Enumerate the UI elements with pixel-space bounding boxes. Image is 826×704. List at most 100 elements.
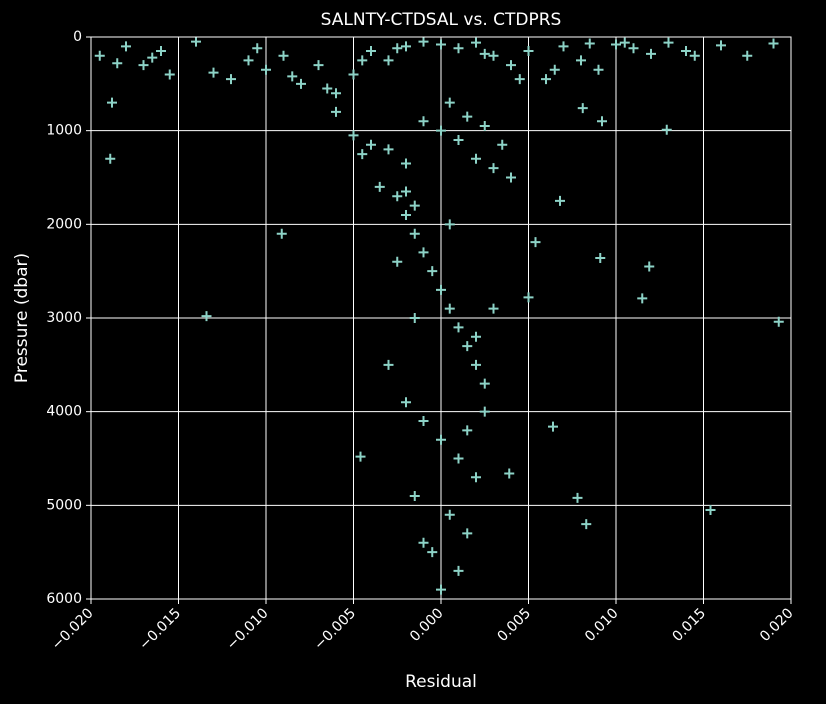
point <box>436 125 446 136</box>
point <box>611 39 621 50</box>
point <box>401 209 411 220</box>
point <box>555 195 565 206</box>
point <box>479 378 490 389</box>
point <box>252 43 263 54</box>
plot-frame <box>90 36 792 600</box>
point <box>436 584 446 595</box>
point <box>597 116 607 127</box>
point <box>558 41 569 52</box>
point <box>523 292 534 303</box>
point <box>462 341 473 352</box>
point <box>646 48 656 59</box>
point <box>506 60 516 71</box>
point <box>427 266 438 277</box>
point <box>392 191 403 202</box>
point <box>581 519 592 530</box>
point <box>471 359 481 370</box>
point <box>226 74 236 85</box>
point <box>773 316 784 327</box>
point <box>637 293 648 304</box>
point <box>313 60 324 71</box>
x-axis-label: Residual <box>405 672 477 692</box>
point <box>418 416 429 427</box>
point <box>418 247 429 258</box>
point <box>444 97 455 108</box>
point <box>644 261 655 272</box>
point <box>681 46 691 57</box>
point <box>147 52 158 63</box>
point <box>401 186 411 197</box>
point <box>462 425 473 436</box>
point <box>506 172 516 183</box>
point <box>577 103 588 114</box>
point <box>444 303 455 314</box>
point <box>689 50 700 61</box>
point <box>401 41 411 52</box>
point <box>471 153 481 164</box>
point <box>357 55 368 66</box>
point <box>436 434 446 445</box>
point <box>94 50 105 61</box>
y-axis-label: Pressure (dbar) <box>12 253 32 383</box>
point <box>287 71 298 82</box>
point <box>427 547 438 558</box>
point <box>322 83 333 94</box>
y-tick-label: 1000 <box>46 123 82 139</box>
point <box>541 74 551 85</box>
point <box>276 228 287 239</box>
point <box>661 124 672 135</box>
point <box>409 490 420 501</box>
point <box>548 421 558 432</box>
point <box>514 74 525 85</box>
point <box>243 55 254 66</box>
point <box>392 43 403 54</box>
point <box>530 237 541 248</box>
point <box>471 472 481 483</box>
point <box>549 64 560 75</box>
point <box>471 331 481 342</box>
point <box>383 55 394 66</box>
point <box>357 149 368 160</box>
point <box>296 78 306 89</box>
point <box>156 46 166 57</box>
point <box>401 158 411 169</box>
point <box>572 492 583 503</box>
y-tick-label: 0 <box>73 29 82 45</box>
point <box>436 284 446 295</box>
point <box>383 359 394 370</box>
point <box>374 181 385 192</box>
point <box>453 43 464 54</box>
point <box>479 120 490 131</box>
point <box>409 228 420 239</box>
points <box>94 36 784 595</box>
point <box>392 256 403 267</box>
point <box>504 468 515 479</box>
point <box>348 130 359 141</box>
point <box>453 135 464 146</box>
point <box>164 69 175 80</box>
point <box>409 200 420 211</box>
point <box>401 397 411 408</box>
point <box>366 46 376 57</box>
point <box>595 253 606 264</box>
y-tick-label: 3000 <box>46 310 82 326</box>
chart-title: SALNTY-CTDSAL vs. CTDPRS <box>321 10 562 30</box>
point <box>619 37 630 48</box>
point <box>444 219 455 230</box>
point <box>444 509 455 520</box>
point <box>523 46 534 57</box>
point <box>471 37 481 48</box>
point <box>355 451 366 462</box>
point <box>105 153 116 164</box>
point <box>121 41 131 52</box>
point <box>107 97 117 108</box>
point <box>366 139 376 150</box>
point <box>663 37 674 48</box>
point <box>138 60 149 71</box>
point <box>453 322 464 333</box>
y-tick-label: 4000 <box>46 404 82 420</box>
y-tick-label: 2000 <box>46 216 82 232</box>
